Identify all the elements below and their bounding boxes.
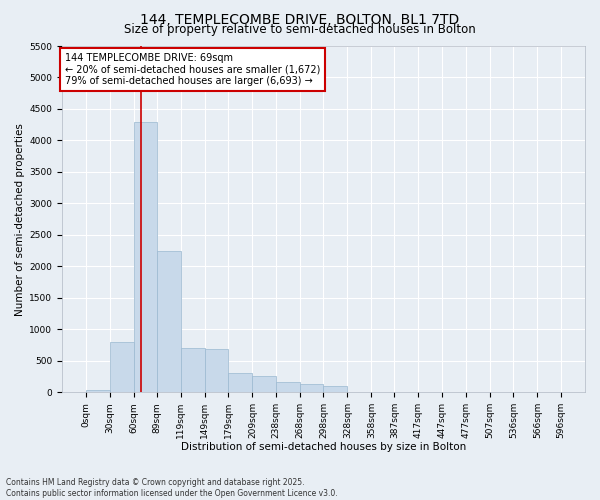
Bar bbox=[110, 342, 134, 392]
Bar bbox=[181, 348, 205, 392]
Bar bbox=[134, 122, 157, 392]
Bar bbox=[205, 350, 229, 392]
Text: 144, TEMPLECOMBE DRIVE, BOLTON, BL1 7TD: 144, TEMPLECOMBE DRIVE, BOLTON, BL1 7TD bbox=[140, 12, 460, 26]
X-axis label: Distribution of semi-detached houses by size in Bolton: Distribution of semi-detached houses by … bbox=[181, 442, 466, 452]
Bar bbox=[253, 376, 275, 392]
Text: Size of property relative to semi-detached houses in Bolton: Size of property relative to semi-detach… bbox=[124, 22, 476, 36]
Text: Contains HM Land Registry data © Crown copyright and database right 2025.
Contai: Contains HM Land Registry data © Crown c… bbox=[6, 478, 338, 498]
Bar bbox=[299, 384, 323, 392]
Y-axis label: Number of semi-detached properties: Number of semi-detached properties bbox=[15, 122, 25, 316]
Bar bbox=[275, 382, 299, 392]
Text: 144 TEMPLECOMBE DRIVE: 69sqm
← 20% of semi-detached houses are smaller (1,672)
7: 144 TEMPLECOMBE DRIVE: 69sqm ← 20% of se… bbox=[65, 53, 320, 86]
Bar bbox=[229, 374, 253, 392]
Bar bbox=[323, 386, 347, 392]
Bar bbox=[157, 250, 181, 392]
Bar bbox=[86, 390, 110, 392]
